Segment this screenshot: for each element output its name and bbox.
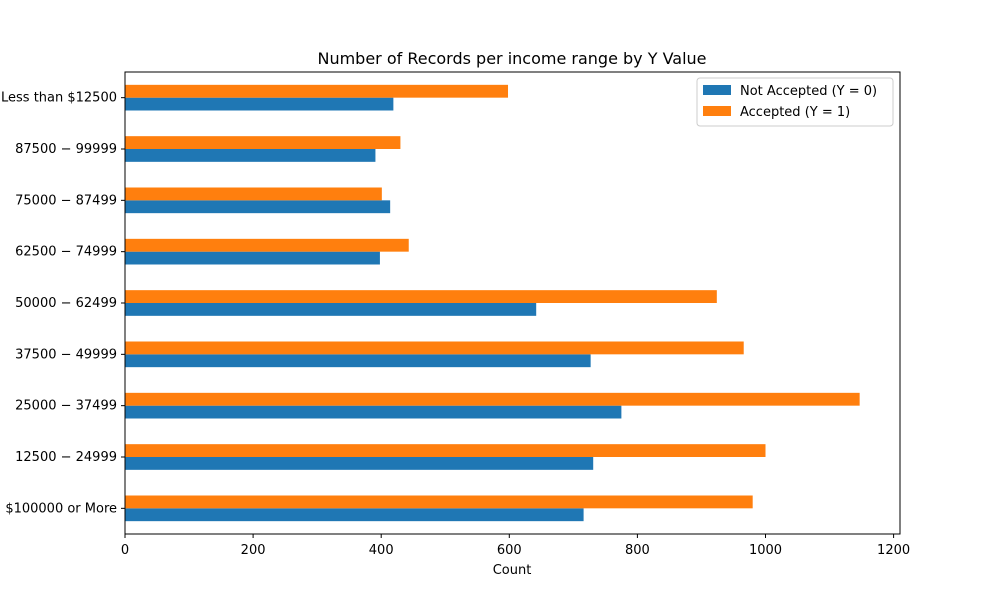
legend-label-0: Not Accepted (Y = 0) — [740, 84, 877, 99]
x-tick-label: 800 — [625, 543, 650, 558]
y-tick-label: Less than $12500 — [1, 91, 117, 106]
bar-accepted-4 — [125, 290, 717, 303]
x-axis-ticks: 0 200 400 600 800 1000 1200 — [121, 534, 910, 558]
bar-not-accepted-2 — [125, 405, 622, 419]
bar-not-accepted-5 — [125, 251, 380, 265]
y-tick-label: 37500 − 49999 — [15, 347, 117, 362]
bars-group — [125, 84, 860, 522]
bar-not-accepted-7 — [125, 149, 376, 162]
y-tick-label: 75000 − 87499 — [15, 193, 117, 208]
bar-not-accepted-6 — [125, 200, 391, 214]
plot-frame — [124, 71, 901, 535]
y-tick-label: 25000 − 37499 — [15, 399, 117, 414]
x-axis-label: Count — [493, 563, 532, 578]
bar-accepted-7 — [125, 136, 401, 149]
legend: Not Accepted (Y = 0) Accepted (Y = 1) — [696, 77, 894, 127]
y-tick-label: $100000 or More — [5, 501, 117, 516]
x-tick-label: 1000 — [749, 543, 782, 558]
bar-accepted-3 — [125, 341, 744, 355]
bar-not-accepted-0 — [125, 508, 584, 522]
legend-box — [696, 77, 894, 127]
x-tick-label: 200 — [241, 543, 266, 558]
bar-not-accepted-4 — [125, 303, 537, 316]
x-tick-label: 1200 — [877, 543, 910, 558]
bar-accepted-5 — [125, 238, 409, 252]
bar-accepted-6 — [125, 187, 382, 201]
x-tick-label: 0 — [121, 543, 129, 558]
legend-swatch-0 — [703, 85, 731, 95]
x-tick-label: 400 — [369, 543, 394, 558]
bar-accepted-8 — [125, 84, 509, 98]
chart-title: Number of Records per income range by Y … — [317, 49, 706, 68]
y-axis-ticks: $100000 or More 12500 − 24999 25000 − 3749… — [1, 91, 125, 516]
y-tick-label: 50000 − 62499 — [15, 296, 117, 311]
bar-not-accepted-1 — [125, 457, 594, 470]
legend-swatch-1 — [703, 106, 731, 116]
bar-not-accepted-3 — [125, 354, 591, 368]
bar-accepted-1 — [125, 444, 766, 457]
bar-accepted-0 — [125, 495, 753, 509]
y-tick-label: 62500 − 74999 — [15, 245, 117, 260]
x-tick-label: 600 — [497, 543, 522, 558]
legend-label-1: Accepted (Y = 1) — [740, 105, 850, 120]
bar-accepted-2 — [125, 392, 860, 406]
y-tick-label: 12500 − 24999 — [15, 450, 117, 465]
bar-not-accepted-8 — [125, 97, 394, 111]
y-tick-label: 87500 − 99999 — [15, 142, 117, 157]
